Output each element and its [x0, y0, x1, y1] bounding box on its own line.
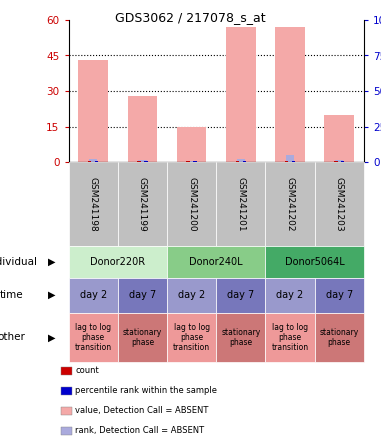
Text: stationary
phase: stationary phase — [221, 328, 261, 347]
Text: day 7: day 7 — [129, 290, 156, 300]
Text: Donor240L: Donor240L — [189, 257, 243, 267]
Bar — [226, 27, 256, 162]
Bar — [341, 161, 344, 162]
Text: GSM241199: GSM241199 — [138, 177, 147, 232]
Bar — [186, 161, 190, 162]
Bar — [137, 161, 141, 162]
Bar — [275, 27, 305, 162]
Bar — [243, 161, 246, 162]
Text: Donor220R: Donor220R — [90, 257, 146, 267]
Text: day 7: day 7 — [326, 290, 353, 300]
Bar — [335, 160, 343, 162]
Text: lag to log
phase
transition: lag to log phase transition — [173, 322, 210, 353]
Text: day 2: day 2 — [80, 290, 107, 300]
Text: day 2: day 2 — [276, 290, 304, 300]
Text: rank, Detection Call = ABSENT: rank, Detection Call = ABSENT — [75, 426, 205, 435]
Text: day 7: day 7 — [227, 290, 255, 300]
Bar — [286, 155, 294, 162]
Text: value, Detection Call = ABSENT: value, Detection Call = ABSENT — [75, 406, 209, 415]
Text: individual: individual — [0, 257, 37, 267]
Bar — [89, 159, 97, 162]
Text: GSM241201: GSM241201 — [236, 177, 245, 232]
Text: GSM241202: GSM241202 — [285, 177, 295, 231]
Text: other: other — [0, 333, 26, 342]
Bar — [237, 159, 245, 162]
Text: Donor5064L: Donor5064L — [285, 257, 344, 267]
Bar — [292, 161, 295, 162]
Text: GSM241200: GSM241200 — [187, 177, 196, 232]
Text: ▶: ▶ — [48, 290, 55, 300]
Bar — [236, 161, 239, 162]
Bar — [88, 161, 91, 162]
Bar — [177, 127, 207, 162]
Text: GSM241198: GSM241198 — [89, 177, 98, 232]
Text: day 2: day 2 — [178, 290, 205, 300]
Bar — [78, 60, 108, 162]
Text: lag to log
phase
transition: lag to log phase transition — [75, 322, 112, 353]
Text: lag to log
phase
transition: lag to log phase transition — [272, 322, 309, 353]
Bar — [138, 160, 147, 162]
Bar — [95, 161, 98, 162]
Text: time: time — [0, 290, 23, 300]
Text: count: count — [75, 366, 99, 375]
Text: stationary
phase: stationary phase — [320, 328, 359, 347]
Text: stationary
phase: stationary phase — [123, 328, 162, 347]
Bar — [285, 161, 288, 162]
Text: GSM241203: GSM241203 — [335, 177, 344, 232]
Bar — [187, 161, 196, 162]
Bar — [193, 161, 197, 162]
Bar — [334, 161, 338, 162]
Text: ▶: ▶ — [48, 257, 55, 267]
Text: percentile rank within the sample: percentile rank within the sample — [75, 386, 218, 395]
Bar — [325, 115, 354, 162]
Bar — [144, 161, 147, 162]
Bar — [128, 96, 157, 162]
Text: ▶: ▶ — [48, 333, 55, 342]
Text: GDS3062 / 217078_s_at: GDS3062 / 217078_s_at — [115, 11, 266, 24]
